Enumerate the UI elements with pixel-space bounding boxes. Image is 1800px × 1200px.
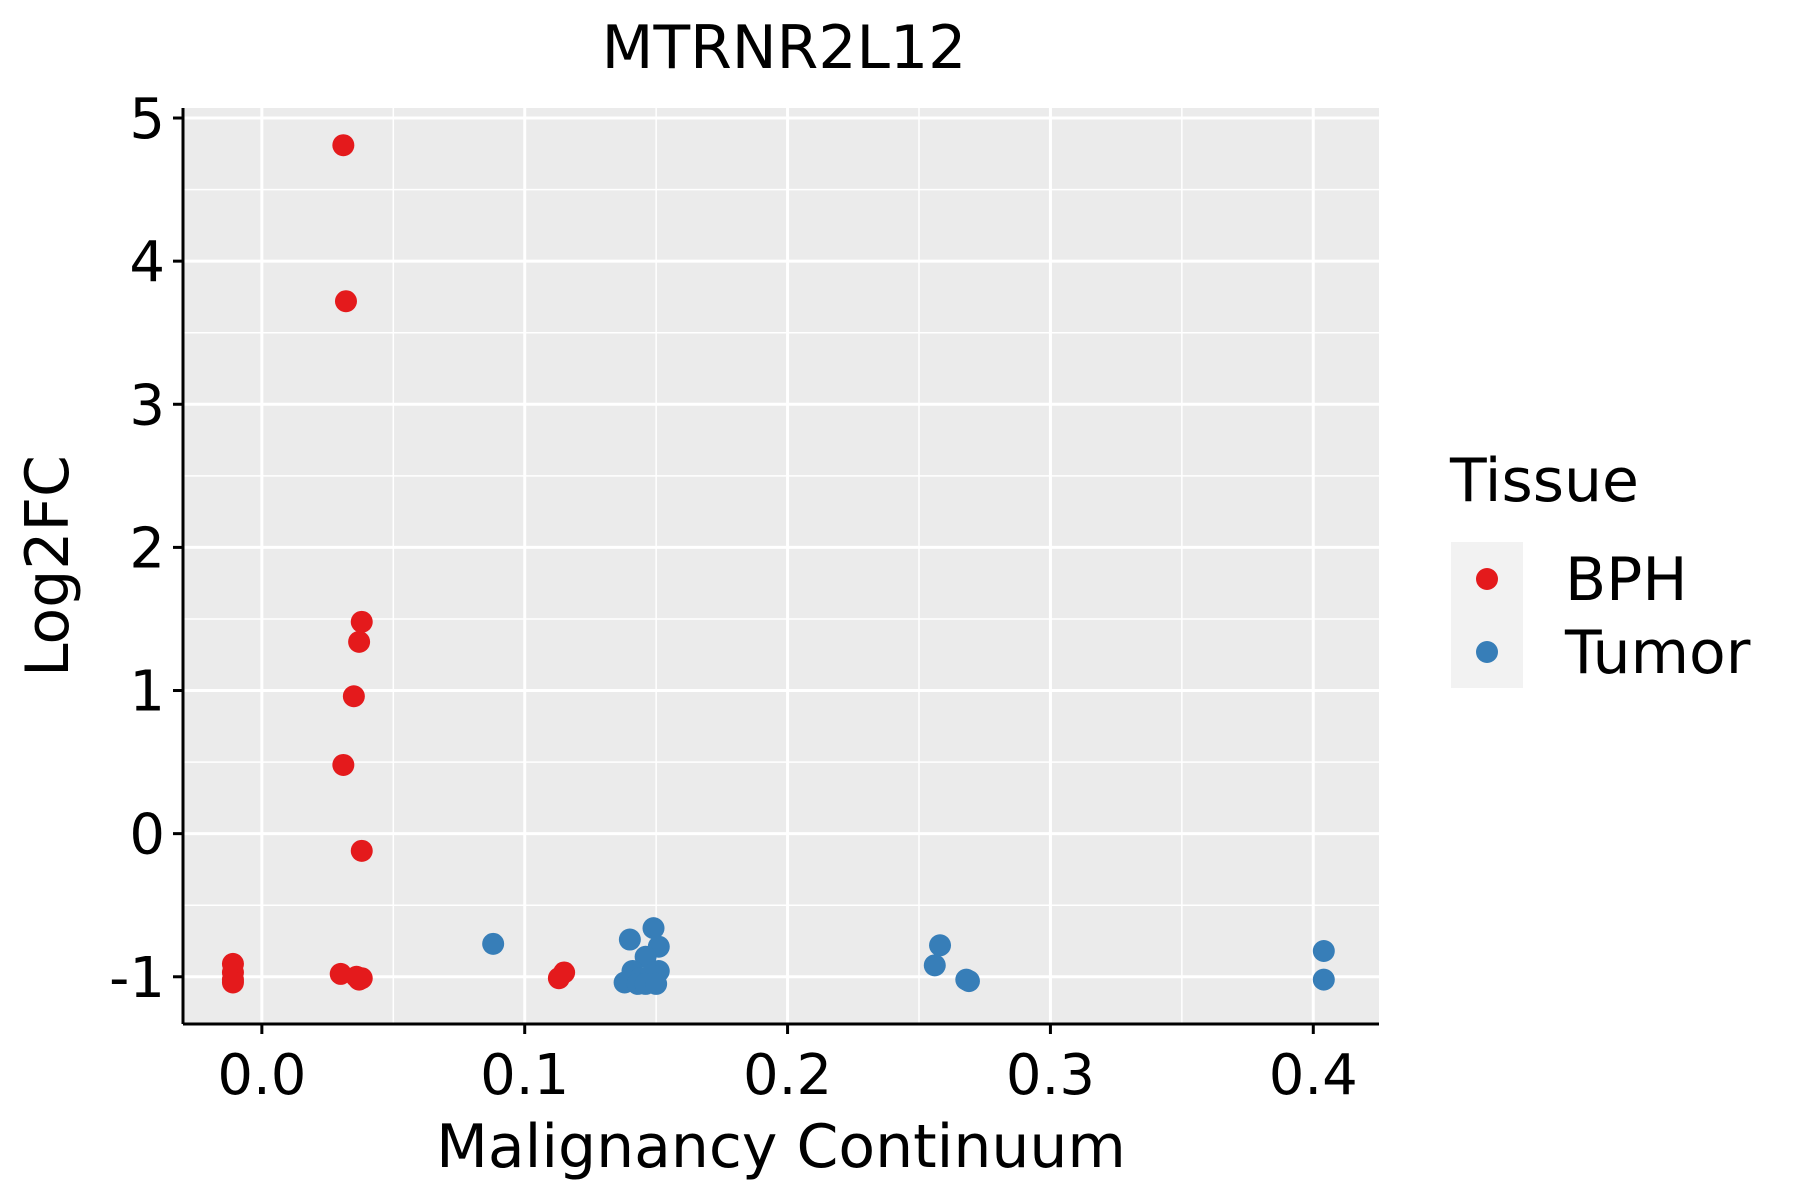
point-bph <box>334 290 357 313</box>
x-tick-label: 0.4 <box>1269 1043 1358 1108</box>
legend-label-tumor: Tumor <box>1564 618 1751 688</box>
y-tick-label: -1 <box>109 946 165 1011</box>
y-tick-label: 5 <box>129 87 165 152</box>
point-tumor <box>642 917 665 940</box>
point-tumor <box>645 972 668 995</box>
point-bph <box>342 685 365 708</box>
point-bph <box>547 967 570 990</box>
point-tumor <box>1312 968 1335 991</box>
point-bph <box>332 753 355 776</box>
point-bph <box>348 630 371 653</box>
x-tick-label: 0.1 <box>480 1043 569 1108</box>
point-tumor <box>482 932 505 955</box>
plot-panel <box>183 108 1379 1024</box>
legend-label-bph: BPH <box>1565 545 1687 615</box>
x-axis-ticks: 0.0 0.1 0.2 0.3 0.4 <box>217 1024 1358 1108</box>
y-tick-label: 2 <box>129 516 165 581</box>
gridlines <box>183 108 1379 1024</box>
y-tick-label: 0 <box>129 803 165 868</box>
legend-key-background <box>1451 542 1523 688</box>
point-bph <box>350 967 373 990</box>
point-tumor <box>923 954 946 977</box>
point-tumor <box>618 928 641 951</box>
y-tick-label: 4 <box>129 230 165 295</box>
legend-key-bph <box>1476 568 1498 590</box>
point-tumor <box>634 945 657 968</box>
y-axis-ticks: -1 0 1 2 3 4 5 <box>109 87 183 1011</box>
point-bph <box>332 134 355 157</box>
legend-title: Tissue <box>1449 446 1639 516</box>
legend-key-tumor <box>1476 641 1498 663</box>
x-axis-label: Malignancy Continuum <box>436 1112 1126 1182</box>
x-tick-label: 0.0 <box>217 1043 306 1108</box>
y-tick-label: 3 <box>129 373 165 438</box>
data-points <box>221 134 1335 995</box>
point-tumor <box>929 934 952 957</box>
point-bph <box>221 971 244 994</box>
y-tick-label: 1 <box>129 660 165 725</box>
chart-title: MTRNR2L12 <box>602 13 967 83</box>
point-bph <box>350 839 373 862</box>
point-tumor <box>957 970 980 993</box>
x-tick-label: 0.3 <box>1006 1043 1095 1108</box>
point-tumor <box>1312 940 1335 963</box>
point-bph <box>350 610 373 633</box>
x-tick-label: 0.2 <box>743 1043 832 1108</box>
y-axis-label: Log2FC <box>13 455 83 677</box>
